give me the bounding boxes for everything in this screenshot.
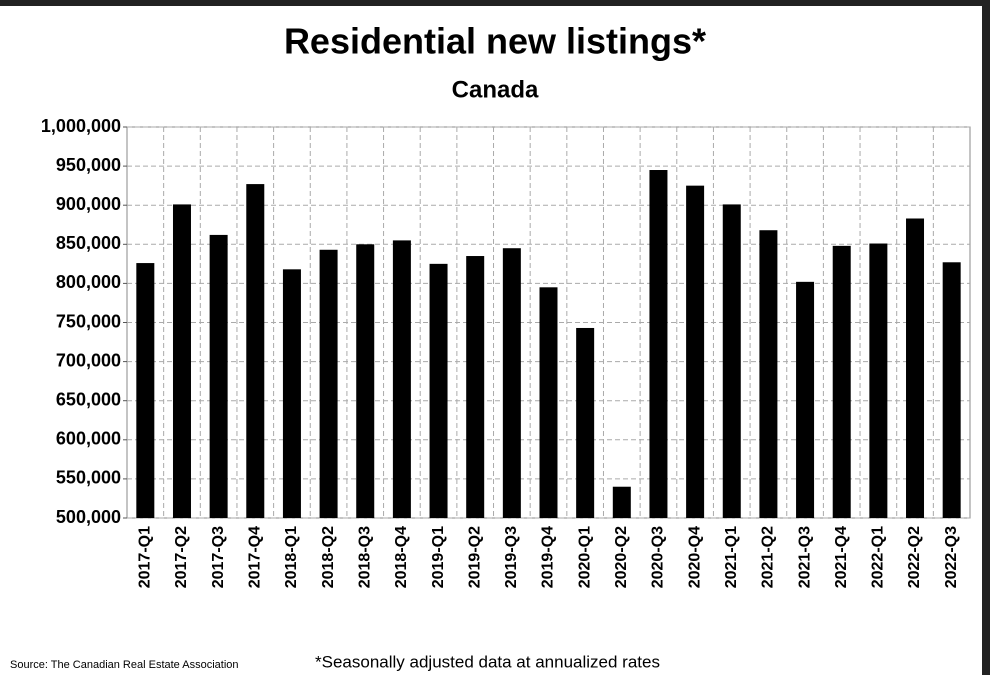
bar (796, 281, 815, 518)
bar (759, 230, 778, 518)
x-tick-label: 2020-Q4 (686, 526, 703, 588)
y-tick-label: 850,000 (56, 233, 121, 253)
right-edge (982, 0, 990, 675)
x-tick-label: 2020-Q2 (613, 526, 630, 588)
chart-title: Residential new listings* (284, 21, 706, 62)
bar (832, 245, 851, 518)
bar (502, 248, 521, 518)
y-tick-label: 800,000 (56, 272, 121, 292)
bar (942, 262, 961, 518)
bar (869, 243, 888, 518)
footnote: *Seasonally adjusted data at annualized … (315, 652, 660, 671)
x-tick-label: 2017-Q4 (247, 526, 264, 588)
bar (649, 170, 668, 518)
x-tick-label: 2019-Q4 (540, 526, 557, 588)
bar (429, 263, 448, 518)
bar (576, 327, 595, 518)
top-edge (0, 0, 990, 6)
x-tick-label: 2018-Q4 (393, 526, 410, 588)
bar (466, 256, 485, 518)
bar (209, 234, 228, 518)
bar (539, 287, 558, 518)
x-tick-label: 2020-Q1 (576, 526, 593, 588)
y-tick-label: 1,000,000 (41, 116, 121, 136)
bar (136, 263, 155, 518)
y-tick-label: 900,000 (56, 194, 121, 214)
bar (906, 218, 925, 518)
y-tick-label: 500,000 (56, 507, 121, 527)
bar (319, 249, 338, 519)
bar (612, 486, 631, 518)
x-tick-label: 2019-Q1 (430, 526, 447, 588)
y-tick-label: 950,000 (56, 155, 121, 175)
x-tick-label: 2021-Q3 (796, 526, 813, 588)
x-tick-label: 2018-Q3 (356, 526, 373, 588)
y-tick-label: 750,000 (56, 311, 121, 331)
x-tick-label: 2018-Q1 (283, 526, 300, 588)
bar (282, 269, 301, 518)
y-tick-label: 650,000 (56, 389, 121, 409)
x-tick-label: 2017-Q3 (210, 526, 227, 588)
x-tick-label: 2018-Q2 (320, 526, 337, 588)
bar (722, 204, 741, 518)
y-tick-label: 700,000 (56, 350, 121, 370)
x-tick-label: 2022-Q1 (870, 526, 887, 588)
bar (686, 185, 705, 518)
y-tick-label: 600,000 (56, 429, 121, 449)
x-tick-label: 2019-Q3 (503, 526, 520, 588)
bar (172, 204, 191, 518)
x-tick-label: 2021-Q4 (833, 526, 850, 588)
bar (246, 184, 265, 518)
x-tick-label: 2020-Q3 (650, 526, 667, 588)
x-tick-label: 2019-Q2 (466, 526, 483, 588)
x-tick-label: 2022-Q2 (906, 526, 923, 588)
bar (392, 240, 411, 518)
x-tick-label: 2017-Q1 (137, 526, 154, 588)
source-note: Source: The Canadian Real Estate Associa… (10, 659, 239, 671)
y-tick-label: 550,000 (56, 468, 121, 488)
x-tick-label: 2021-Q1 (723, 526, 740, 588)
bar (356, 244, 375, 519)
x-tick-label: 2021-Q2 (760, 526, 777, 588)
x-tick-label: 2022-Q3 (943, 526, 960, 588)
x-tick-label: 2017-Q2 (173, 526, 190, 588)
chart-subtitle: Canada (452, 76, 539, 103)
